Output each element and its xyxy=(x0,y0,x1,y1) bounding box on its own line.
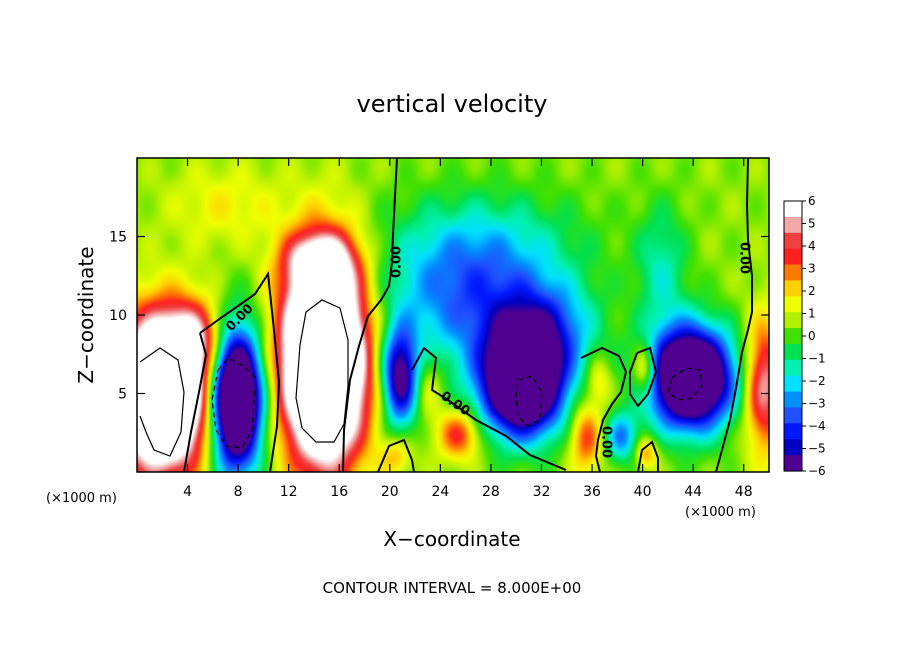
x-tick-label: 4 xyxy=(183,484,192,500)
colorbar-swatch xyxy=(784,312,802,329)
x-tick-label: 20 xyxy=(381,484,399,500)
x-tick-label: 12 xyxy=(280,484,298,500)
colorbar-tick-label: −6 xyxy=(808,464,826,478)
x-unit-label-left: (×1000 m) xyxy=(46,491,117,506)
y-axis: 5 10 15 xyxy=(109,230,769,403)
positive-contour-line xyxy=(295,299,349,443)
colorbar-tick-label: −5 xyxy=(808,442,826,456)
positive-contour-line xyxy=(139,347,185,457)
zero-contour-line xyxy=(580,346,628,473)
contour-label: 0.00 xyxy=(737,242,752,274)
colorbar-swatch xyxy=(784,280,802,297)
zero-contour-line xyxy=(377,438,415,473)
x-tick-label: 48 xyxy=(735,484,753,500)
colorbar-swatch xyxy=(784,264,802,282)
x-tick-label: 40 xyxy=(634,484,652,500)
x-tick-label: 16 xyxy=(330,484,348,500)
x-tick-label: 28 xyxy=(482,484,500,500)
zero-contour-line xyxy=(199,271,281,473)
x-unit-label-right: (×1000 m) xyxy=(685,505,756,520)
plot-area: 0.00 0.000.000.000.00 xyxy=(136,157,770,473)
contour-lines xyxy=(139,157,753,473)
colorbar-swatch xyxy=(784,248,802,266)
colorbar-swatch xyxy=(784,343,802,361)
colorbar-swatch xyxy=(784,407,802,424)
chart-title: vertical velocity xyxy=(357,90,548,118)
colorbar-swatch xyxy=(784,391,802,409)
contour-interval-note: CONTOUR INTERVAL = 8.000E+00 xyxy=(323,579,582,597)
colorbar-tick-label: 1 xyxy=(808,307,816,321)
y-tick-label: 10 xyxy=(109,308,127,324)
colorbar-swatch xyxy=(784,232,802,250)
colorbar-swatch xyxy=(784,423,802,440)
negative-contour-line xyxy=(667,367,703,401)
y-tick-label: 5 xyxy=(118,387,127,403)
colorbar-tick-label: 3 xyxy=(808,262,816,276)
colorbar-tick-label: 0 xyxy=(808,329,816,343)
negative-contour-line xyxy=(211,357,257,449)
zero-contour-line xyxy=(637,440,659,473)
colorbar-swatch xyxy=(784,296,802,313)
colorbar-swatch xyxy=(784,216,802,234)
colorbar-tick-label: 6 xyxy=(808,194,816,208)
colorbar-swatch xyxy=(784,359,802,377)
colorbar-tick-label: 4 xyxy=(808,239,816,253)
y-axis-title: Z−coordinate xyxy=(74,246,98,383)
colorbar-swatch xyxy=(784,439,802,456)
x-tick-label: 36 xyxy=(583,484,601,500)
colorbar-tick-label: −2 xyxy=(808,374,826,388)
colorbar-swatch xyxy=(784,328,802,345)
zero-contour-line xyxy=(629,346,658,408)
x-tick-label: 44 xyxy=(684,484,702,500)
colorbar-tick-label: 5 xyxy=(808,217,816,231)
velocity-field-heatmap xyxy=(137,158,769,472)
x-axis: 4 8 12 16 20 24 28 32 36 40 44 48 xyxy=(183,158,753,500)
y-tick-label: 15 xyxy=(109,230,127,246)
contour-label: 0.00 xyxy=(390,246,405,278)
colorbar: 6 5 4 3 2 1 0 −1 −2 −3 −4 −5 −6 xyxy=(783,194,826,478)
colorbar-swatch xyxy=(784,455,802,472)
colorbar-tick-label: −4 xyxy=(808,419,826,433)
zero-contour-line xyxy=(342,157,398,473)
contour-label: 0.00 xyxy=(599,426,614,458)
colorbar-tick-label: −1 xyxy=(808,352,826,366)
zero-contour-line xyxy=(411,346,567,471)
x-tick-label: 32 xyxy=(533,484,551,500)
x-tick-label: 8 xyxy=(234,484,243,500)
colorbar-swatch xyxy=(784,375,802,393)
x-axis-title: X−coordinate xyxy=(383,527,520,551)
colorbar-tick-label: −3 xyxy=(808,397,826,411)
colorbar-tick-label: 2 xyxy=(808,284,816,298)
colorbar-swatch xyxy=(784,201,802,218)
zero-contour-line xyxy=(183,332,208,473)
zero-contour-line xyxy=(715,157,753,473)
x-tick-label: 24 xyxy=(431,484,449,500)
